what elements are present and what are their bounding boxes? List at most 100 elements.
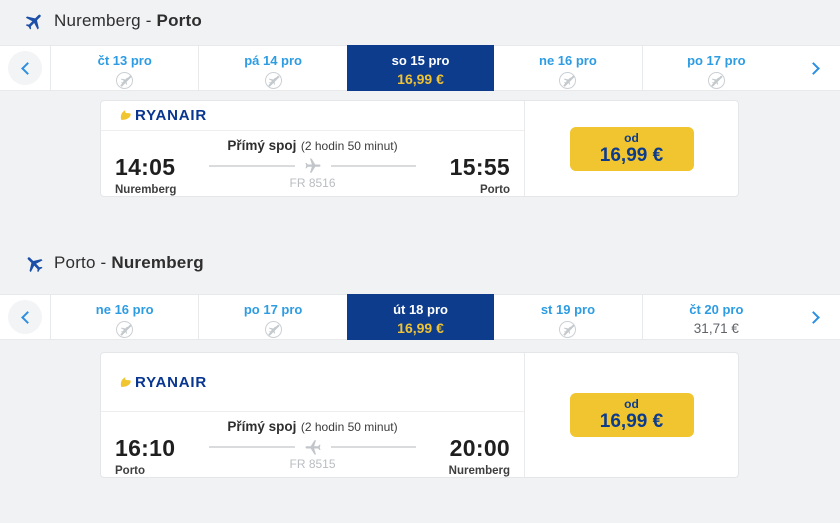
date-tab[interactable]: po 17 pro	[198, 295, 347, 339]
carrier-row: RYANAIR	[101, 101, 524, 131]
date-tab-label: čt 20 pro	[689, 302, 744, 317]
no-flight-icon	[707, 72, 725, 89]
select-price-button[interactable]: od 16,99 €	[569, 126, 694, 171]
select-price-button[interactable]: od 16,99 €	[569, 393, 694, 437]
arrival-endpoint: 15:55 Porto	[424, 153, 510, 196]
date-tab-label: ne 16 pro	[539, 53, 597, 68]
date-tab-label: pá 14 pro	[244, 53, 302, 68]
departure-endpoint: 14:05 Nuremberg	[115, 153, 201, 196]
route-line	[201, 436, 424, 458]
direct-info: Přímý spoj (2 hodin 50 minut)	[227, 418, 397, 436]
chevron-left-icon	[8, 51, 42, 85]
price-prefix: od	[624, 130, 639, 145]
route-middle: Přímý spoj (2 hodin 50 minut) FR 8515	[201, 418, 424, 477]
flight-row: 16:10 Porto Přímý spoj (2 hodin 50 minut…	[115, 418, 510, 477]
chevron-right-icon	[798, 51, 832, 85]
arrival-city: Porto	[479, 184, 510, 196]
arrival-time: 15:55	[449, 154, 510, 180]
route-title: Nuremberg - Porto	[54, 11, 202, 31]
price-prefix: od	[624, 397, 639, 411]
flight-card: RYANAIR 16:10 Porto Přímý spoj (2 hodin …	[100, 352, 739, 478]
date-tab-selected[interactable]: út 18 pro 16,99 €	[346, 294, 495, 340]
date-tab-label: út 18 pro	[393, 302, 448, 317]
date-tab-label: so 15 pro	[391, 53, 450, 68]
flight-number: FR 8515	[289, 457, 336, 471]
route-header: Porto - Nuremberg	[0, 242, 840, 275]
date-tab-label: po 17 pro	[687, 53, 746, 68]
chevron-left-icon	[8, 300, 42, 334]
no-flight-icon	[264, 72, 282, 89]
departure-time: 14:05	[115, 154, 176, 180]
route-origin: Nuremberg -	[54, 11, 157, 30]
flight-area: 14:05 Nuremberg Přímý spoj (2 hodin 50 m…	[101, 131, 524, 196]
route-header: Nuremberg - Porto	[0, 0, 840, 33]
date-tab-price: 16,99 €	[397, 320, 444, 336]
flight-row: 14:05 Nuremberg Přímý spoj (2 hodin 50 m…	[115, 137, 510, 196]
next-dates-button[interactable]	[790, 46, 840, 90]
flight-details-panel: RYANAIR 14:05 Nuremberg Přímý spoj (2 ho…	[101, 101, 524, 196]
date-tab[interactable]: čt 13 pro	[50, 46, 199, 90]
direct-label: Přímý spoj	[227, 419, 297, 434]
route-line	[201, 155, 424, 177]
outbound-section: Nuremberg - Porto čt 13 pro pá 14 pro so…	[0, 0, 840, 197]
route-middle: Přímý spoj (2 hodin 50 minut) FR 8516	[201, 137, 424, 196]
flight-number: FR 8516	[289, 176, 336, 190]
route-plane-icon	[305, 440, 320, 455]
date-tab[interactable]: ne 16 pro	[50, 295, 199, 339]
price-amount: 16,99 €	[599, 144, 664, 166]
departure-time: 16:10	[115, 435, 176, 461]
route-origin: Porto -	[54, 253, 112, 272]
flight-details-panel: RYANAIR 16:10 Porto Přímý spoj (2 hodin …	[101, 353, 524, 477]
arrival-time: 20:00	[449, 435, 510, 461]
date-tab-price: 31,71 €	[693, 321, 739, 336]
carrier-name: RYANAIR	[135, 373, 208, 391]
date-tab-label: ne 16 pro	[95, 302, 154, 317]
departure-endpoint: 16:10 Porto	[115, 434, 201, 477]
ryanair-logo: RYANAIR	[119, 374, 207, 391]
price-panel: od 16,99 €	[524, 101, 738, 196]
route-destination: Porto	[156, 11, 202, 30]
no-flight-icon	[559, 72, 577, 89]
carrier-name: RYANAIR	[135, 107, 208, 124]
ryanair-angel-icon	[120, 110, 131, 120]
date-tab[interactable]: pá 14 pro	[198, 46, 347, 90]
route-title: Porto - Nuremberg	[54, 253, 204, 273]
date-tab[interactable]: st 19 pro	[494, 295, 642, 339]
arrival-endpoint: 20:00 Nuremberg	[424, 434, 510, 477]
date-tab[interactable]: ne 16 pro	[494, 46, 642, 90]
next-dates-button[interactable]	[790, 295, 840, 339]
arrival-city: Nuremberg	[448, 465, 510, 477]
date-tab[interactable]: po 17 pro	[641, 46, 791, 90]
prev-dates-button[interactable]	[0, 46, 50, 90]
no-flight-icon	[116, 72, 134, 89]
no-flight-icon	[559, 321, 577, 338]
date-tab-label: st 19 pro	[540, 302, 596, 317]
ryanair-angel-icon	[120, 376, 131, 387]
departure-city: Nuremberg	[115, 184, 177, 196]
carrier-row: RYANAIR	[101, 353, 524, 412]
plane-depart-icon	[24, 11, 45, 32]
date-selector-bar: ne 16 pro po 17 pro út 18 pro 16,99 € st…	[0, 294, 840, 340]
price-panel: od 16,99 €	[524, 353, 738, 477]
prev-dates-button[interactable]	[0, 295, 50, 339]
route-plane-icon	[305, 158, 320, 173]
ryanair-logo: RYANAIR	[119, 107, 207, 124]
route-destination: Nuremberg	[111, 253, 204, 272]
date-tab[interactable]: čt 20 pro 31,71 €	[641, 295, 791, 339]
direct-label: Přímý spoj	[227, 138, 297, 153]
direct-info: Přímý spoj (2 hodin 50 minut)	[227, 137, 397, 155]
price-amount: 16,99 €	[599, 411, 664, 432]
flight-area: 16:10 Porto Přímý spoj (2 hodin 50 minut…	[101, 412, 524, 477]
date-selector-bar: čt 13 pro pá 14 pro so 15 pro 16,99 € ne…	[0, 45, 840, 91]
date-tab-selected[interactable]: so 15 pro 16,99 €	[346, 45, 495, 91]
duration-label: (2 hodin 50 minut)	[300, 420, 398, 434]
departure-city: Porto	[115, 465, 146, 477]
no-flight-icon	[116, 321, 134, 338]
plane-return-icon	[24, 253, 45, 274]
return-section: Porto - Nuremberg ne 16 pro po 17 pro út…	[0, 242, 840, 478]
flight-card: RYANAIR 14:05 Nuremberg Přímý spoj (2 ho…	[100, 100, 739, 197]
date-tab-price: 16,99 €	[397, 71, 444, 87]
chevron-right-icon	[798, 300, 832, 334]
no-flight-icon	[264, 321, 282, 338]
